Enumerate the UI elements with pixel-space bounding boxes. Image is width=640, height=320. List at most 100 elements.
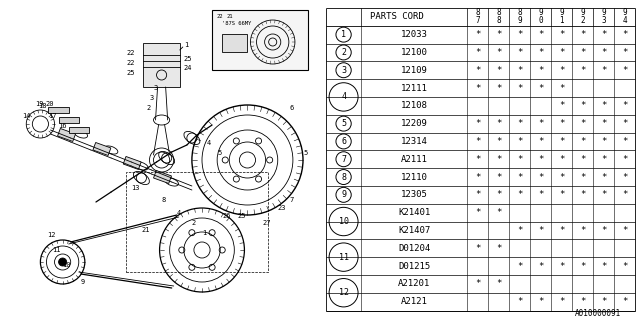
Text: 21: 21 [141,227,150,233]
Text: 5: 5 [217,150,221,156]
Text: *: * [559,84,564,92]
Text: 22: 22 [126,50,135,56]
Text: *: * [476,66,481,75]
Text: *: * [538,297,543,306]
Text: D01204: D01204 [398,244,430,253]
Text: *: * [622,119,627,128]
Text: *: * [496,66,502,75]
Text: A010000091: A010000091 [575,309,621,318]
Text: *: * [580,66,586,75]
Text: 1: 1 [184,42,188,48]
Text: *: * [601,137,607,146]
Text: 9: 9 [81,279,85,285]
Text: 4: 4 [177,210,181,216]
Text: *: * [538,155,543,164]
Text: *: * [622,101,627,110]
Text: 4: 4 [341,92,346,101]
Text: *: * [517,137,523,146]
Text: *: * [517,172,523,181]
Text: 8
9: 8 9 [518,8,522,25]
Text: *: * [622,297,627,306]
Text: 7: 7 [341,155,346,164]
Text: *: * [496,190,502,199]
Text: *: * [601,226,607,235]
Text: *: * [580,155,586,164]
Bar [68,127,89,133]
Text: *: * [476,172,481,181]
Text: 6: 6 [341,137,346,146]
Text: *: * [580,297,586,306]
Text: 9
3: 9 3 [602,8,606,25]
Text: *: * [601,297,607,306]
Text: *: * [601,172,607,181]
Text: 19: 19 [35,101,44,107]
Text: *: * [601,155,607,164]
Bar [58,129,76,141]
Text: 12111: 12111 [401,84,428,92]
Text: 5: 5 [303,150,307,156]
Bar [222,34,248,52]
Text: *: * [538,30,543,39]
Text: *: * [622,137,627,146]
Text: 12305: 12305 [401,190,428,199]
Text: 10: 10 [63,262,71,268]
Text: *: * [496,30,502,39]
Text: *: * [580,190,586,199]
Text: *: * [496,244,502,253]
Text: 12: 12 [47,232,56,238]
Text: 12033: 12033 [401,30,428,39]
Text: 2: 2 [192,220,196,226]
Text: A21201: A21201 [398,279,430,288]
Text: *: * [622,30,627,39]
Text: *: * [622,48,627,57]
Text: A2121: A2121 [401,297,428,306]
Text: 16: 16 [59,123,67,129]
Text: *: * [496,279,502,288]
Text: 21: 21 [227,14,233,19]
Text: *: * [517,190,523,199]
Text: *: * [601,190,607,199]
Text: 20: 20 [45,101,54,107]
Text: *: * [476,119,481,128]
Text: 22: 22 [216,14,223,19]
Text: *: * [517,155,523,164]
Text: 25: 25 [237,213,246,219]
Text: 5: 5 [341,119,346,128]
Text: *: * [580,30,586,39]
Text: *: * [622,190,627,199]
Text: 9
1: 9 1 [559,8,564,25]
Text: *: * [580,119,586,128]
Text: *: * [580,137,586,146]
Text: *: * [517,66,523,75]
Text: 3: 3 [341,66,346,75]
Text: *: * [559,66,564,75]
Text: 8: 8 [341,172,346,181]
Text: 12108: 12108 [401,101,428,110]
Text: 1: 1 [202,230,206,236]
Text: *: * [559,190,564,199]
Text: 11: 11 [52,247,61,253]
Text: 2: 2 [341,48,346,57]
Text: 25: 25 [184,56,192,62]
Text: 6: 6 [290,105,294,111]
Text: *: * [622,155,627,164]
Text: *: * [559,297,564,306]
Text: *: * [496,172,502,181]
Text: *: * [538,119,543,128]
Text: *: * [476,84,481,92]
Text: *: * [559,155,564,164]
Text: *: * [580,101,586,110]
Text: *: * [476,30,481,39]
Text: *: * [517,297,523,306]
Bar [93,142,111,156]
Text: *: * [496,119,502,128]
Text: *: * [601,66,607,75]
Text: 18: 18 [38,103,47,109]
Text: 22: 22 [126,60,135,66]
Text: 13: 13 [131,185,140,191]
Text: *: * [559,172,564,181]
Text: *: * [538,84,543,92]
Bar [49,107,68,113]
Text: *: * [559,101,564,110]
Text: *: * [496,84,502,92]
